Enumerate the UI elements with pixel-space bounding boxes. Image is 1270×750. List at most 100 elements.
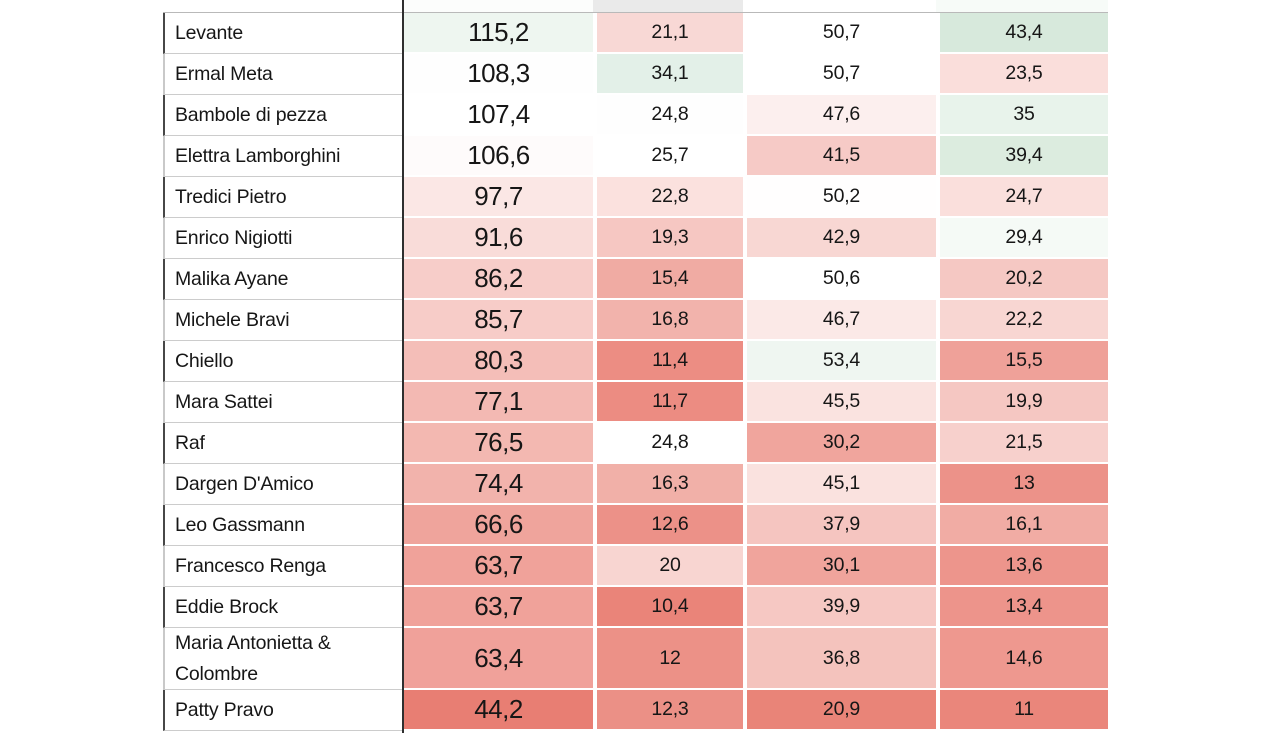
artist-name-cell: Malika Ayane [163, 259, 404, 300]
value-cell: 47,6 [743, 95, 936, 136]
value-cell: 29,4 [936, 218, 1108, 259]
total-value-cell: 63,7 [404, 546, 593, 587]
value-cell: 34,1 [593, 54, 743, 95]
artist-name-cell: Francesco Renga [163, 546, 404, 587]
artist-name-cell: Eddie Brock [163, 587, 404, 628]
value-cell: 30,2 [743, 423, 936, 464]
table-row: Raf 76,5 24,8 30,2 21,5 [163, 423, 1108, 464]
artist-name-cell: Mara Sattei [163, 382, 404, 423]
total-value-cell: 107,4 [404, 95, 593, 136]
value-cell: 24,7 [936, 177, 1108, 218]
value-cell: 45,1 [743, 464, 936, 505]
artist-name-cell: Chiello [163, 341, 404, 382]
total-value-cell: 85,7 [404, 300, 593, 341]
value-cell: 15,5 [936, 341, 1108, 382]
value-cell: 50,2 [743, 177, 936, 218]
value-cell: 21,1 [593, 13, 743, 54]
table-row: Elettra Lamborghini 106,6 25,7 41,5 39,4 [163, 136, 1108, 177]
value-cell: 36,8 [743, 628, 936, 690]
table-row: Maria Antonietta & Colombre 63,4 12 36,8… [163, 628, 1108, 690]
artist-name-cell: Ermal Meta [163, 54, 404, 95]
value-cell: 22,2 [936, 300, 1108, 341]
value-cell: 20 [593, 546, 743, 587]
value-cell: 24,8 [593, 95, 743, 136]
total-value-cell: 74,4 [404, 464, 593, 505]
total-value-cell: 91,6 [404, 218, 593, 259]
artist-name-cell: Dargen D'Amico [163, 464, 404, 505]
value-cell: 12,6 [593, 505, 743, 546]
artist-name-cell: Raf [163, 423, 404, 464]
value-cell: 53,4 [743, 341, 936, 382]
cropped-cell [936, 0, 1108, 12]
artist-name-cell: Enrico Nigiotti [163, 218, 404, 259]
artist-name-cell: Patty Pravo [163, 690, 404, 731]
table-row: Dargen D'Amico 74,4 16,3 45,1 13 [163, 464, 1108, 505]
cropped-cell [404, 0, 593, 12]
value-cell: 10,4 [593, 587, 743, 628]
artist-name-cell: Bambole di pezza [163, 95, 404, 136]
table-row: Eddie Brock 63,7 10,4 39,9 13,4 [163, 587, 1108, 628]
value-cell: 20,9 [743, 690, 936, 731]
value-cell: 30,1 [743, 546, 936, 587]
value-cell: 14,6 [936, 628, 1108, 690]
table-row: Patty Pravo 44,2 12,3 20,9 11 [163, 690, 1108, 731]
table-body: Levante 115,2 21,1 50,7 43,4 Ermal Meta … [163, 13, 1108, 731]
value-cell: 19,9 [936, 382, 1108, 423]
artist-name-cell: Levante [163, 13, 404, 54]
cropped-cell [593, 0, 743, 12]
table-row: Mara Sattei 77,1 11,7 45,5 19,9 [163, 382, 1108, 423]
value-cell: 16,8 [593, 300, 743, 341]
artist-name-cell: Maria Antonietta & Colombre [163, 628, 404, 690]
value-cell: 50,7 [743, 13, 936, 54]
value-cell: 45,5 [743, 382, 936, 423]
table-row: Enrico Nigiotti 91,6 19,3 42,9 29,4 [163, 218, 1108, 259]
table-row: Leo Gassmann 66,6 12,6 37,9 16,1 [163, 505, 1108, 546]
column-divider-line [402, 0, 404, 733]
table-row: Bambole di pezza 107,4 24,8 47,6 35 [163, 95, 1108, 136]
value-cell: 13,4 [936, 587, 1108, 628]
value-cell: 13,6 [936, 546, 1108, 587]
heatmap-table: Levante 115,2 21,1 50,7 43,4 Ermal Meta … [163, 0, 1108, 733]
table-row: Levante 115,2 21,1 50,7 43,4 [163, 13, 1108, 54]
value-cell: 15,4 [593, 259, 743, 300]
total-value-cell: 76,5 [404, 423, 593, 464]
cropped-cell [743, 0, 936, 12]
value-cell: 22,8 [593, 177, 743, 218]
artist-name-cell: Tredici Pietro [163, 177, 404, 218]
table-row: Malika Ayane 86,2 15,4 50,6 20,2 [163, 259, 1108, 300]
value-cell: 46,7 [743, 300, 936, 341]
total-value-cell: 97,7 [404, 177, 593, 218]
value-cell: 35 [936, 95, 1108, 136]
value-cell: 11,7 [593, 382, 743, 423]
total-value-cell: 44,2 [404, 690, 593, 731]
value-cell: 12 [593, 628, 743, 690]
value-cell: 13 [936, 464, 1108, 505]
value-cell: 11 [936, 690, 1108, 731]
total-value-cell: 115,2 [404, 13, 593, 54]
value-cell: 25,7 [593, 136, 743, 177]
total-value-cell: 80,3 [404, 341, 593, 382]
value-cell: 41,5 [743, 136, 936, 177]
value-cell: 16,1 [936, 505, 1108, 546]
total-value-cell: 63,7 [404, 587, 593, 628]
value-cell: 50,7 [743, 54, 936, 95]
value-cell: 12,3 [593, 690, 743, 731]
table-row: Ermal Meta 108,3 34,1 50,7 23,5 [163, 54, 1108, 95]
table-row: Michele Bravi 85,7 16,8 46,7 22,2 [163, 300, 1108, 341]
value-cell: 11,4 [593, 341, 743, 382]
value-cell: 20,2 [936, 259, 1108, 300]
value-cell: 21,5 [936, 423, 1108, 464]
value-cell: 43,4 [936, 13, 1108, 54]
total-value-cell: 106,6 [404, 136, 593, 177]
total-value-cell: 66,6 [404, 505, 593, 546]
value-cell: 39,9 [743, 587, 936, 628]
total-value-cell: 77,1 [404, 382, 593, 423]
value-cell: 23,5 [936, 54, 1108, 95]
value-cell: 24,8 [593, 423, 743, 464]
value-cell: 39,4 [936, 136, 1108, 177]
artist-name-cell: Michele Bravi [163, 300, 404, 341]
table-row: Tredici Pietro 97,7 22,8 50,2 24,7 [163, 177, 1108, 218]
total-value-cell: 63,4 [404, 628, 593, 690]
cropped-top-row [163, 0, 1108, 13]
cropped-cell [163, 0, 404, 12]
